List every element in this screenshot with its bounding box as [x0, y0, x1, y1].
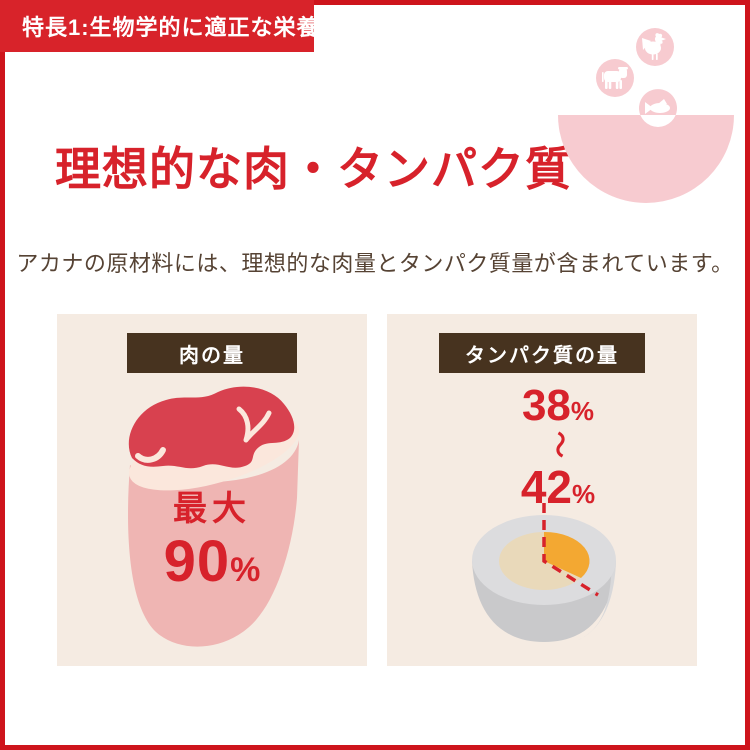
meat-side [128, 440, 299, 647]
protein-pie-slice [544, 531, 590, 578]
protein-panel: タンパク質の量 38% 〜 42% [387, 314, 697, 666]
egg-bowl-pie-illustration [472, 503, 616, 642]
bowl-shape [558, 115, 734, 203]
meat-cut-illustration [128, 386, 300, 647]
protein-stat-high: 42% [520, 461, 596, 513]
meat-panel-badge-label: 肉の量 [179, 344, 245, 367]
meat-top [128, 386, 295, 469]
pink-bowl-icon [558, 28, 734, 203]
protein-stat-low: 38% [521, 381, 595, 430]
protein-panel-badge: タンパク質の量 [439, 333, 645, 373]
feature-badge: 特長1:生物学的に適正な栄養 [0, 0, 319, 52]
subtitle-text: アカナの原材料には、理想的な肉量とタンパク質量が含まれています。 [16, 251, 734, 276]
protein-panel-badge-label: タンパク質の量 [465, 344, 619, 367]
cow-icon [602, 67, 628, 89]
meat-stat: 最大 90% [57, 492, 367, 591]
chicken-icon [642, 33, 666, 60]
meat-panel-badge: 肉の量 [127, 333, 297, 373]
meat-stat-value: 90% [163, 529, 261, 594]
protein-stat: 38% 〜 42% [403, 381, 713, 513]
protein-stat-range: 〜 [403, 431, 713, 461]
pie-slice-dashed-line [542, 503, 599, 597]
meat-panel: 肉の量 最大 90% [57, 314, 367, 666]
meat-marbling-small [135, 447, 166, 463]
fish-icon [645, 99, 670, 114]
feature-badge-label: 特長1:生物学的に適正な栄養 [22, 15, 320, 40]
tilde-range-mark: 〜 [543, 431, 574, 458]
meat-stat-prefix: 最大 [173, 490, 251, 528]
meat-marbling [236, 406, 272, 443]
page-title: 理想的な肉・タンパク質 [55, 142, 572, 195]
